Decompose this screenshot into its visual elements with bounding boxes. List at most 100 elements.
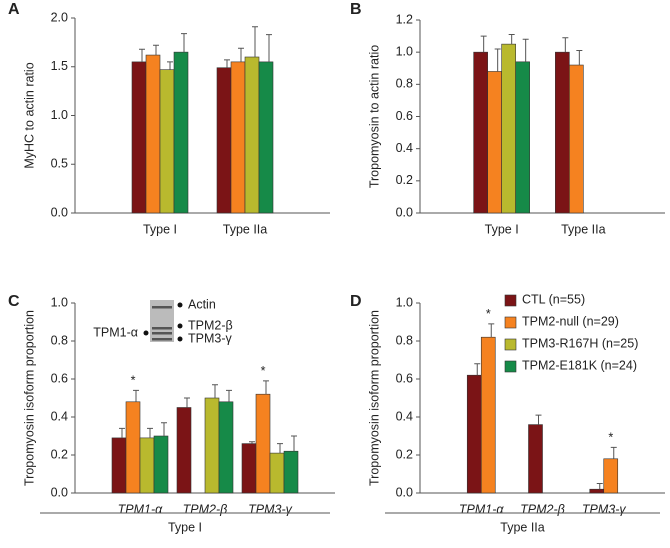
error-bar [252, 26, 258, 57]
inset-label: TPM3-γ [188, 331, 233, 345]
y-tick-label: 1.5 [51, 59, 68, 73]
error-bar [291, 435, 297, 452]
error-bar [596, 483, 603, 490]
legend-swatch [504, 360, 517, 373]
y-tick-label: 0.5 [51, 157, 68, 171]
error-bar [181, 33, 187, 53]
bar [244, 56, 260, 214]
bar [131, 61, 147, 214]
y-tick-label: 0.4 [51, 409, 68, 423]
error-bar [508, 33, 515, 45]
error-bar [263, 380, 269, 395]
bar [487, 71, 502, 214]
gel-band [152, 332, 172, 335]
y-tick-label: 0.8 [51, 333, 68, 347]
error-bar [494, 48, 501, 72]
y-tick-label: 2.0 [51, 10, 68, 24]
bar [269, 452, 285, 494]
bar [218, 401, 234, 494]
legend-swatch [504, 316, 517, 329]
error-bar [480, 35, 487, 53]
legend-label: CTL (n=55) [522, 292, 585, 306]
bar [283, 450, 299, 494]
x-tick-label: Type IIa [223, 222, 268, 236]
legend-label: TPM2-null (n=29) [522, 314, 619, 328]
y-tick-label: 0.2 [396, 447, 413, 461]
y-tick-label: 0.0 [51, 205, 68, 219]
error-bar [576, 50, 583, 66]
bar [159, 69, 175, 214]
bar [515, 61, 530, 214]
bar [241, 443, 257, 494]
inset-label: Actin [188, 297, 216, 311]
y-tick-label: 0.6 [396, 109, 413, 123]
error-bar [139, 48, 145, 62]
legend-swatch [504, 294, 517, 307]
bar [569, 64, 584, 214]
bar [173, 51, 189, 214]
y-axis-title: Tropomyosin isoform proportion [367, 310, 381, 486]
bar [139, 437, 155, 494]
x-tick-label: TPM1-α [459, 502, 505, 516]
y-tick-label: 1.0 [396, 44, 413, 58]
x-tick-label: Type IIa [561, 222, 606, 236]
y-tick-label: 0.8 [396, 333, 413, 347]
bar [255, 393, 271, 494]
bar [216, 67, 232, 214]
y-tick-label: 1.0 [51, 108, 68, 122]
error-bar [474, 363, 481, 376]
legend-swatch [504, 338, 517, 351]
error-bar [212, 384, 218, 398]
inset-label: TPM2-β [188, 318, 233, 332]
x-tick-label: TPM1-α [118, 502, 164, 516]
y-tick-label: 1.2 [396, 12, 413, 26]
error-bar [133, 389, 139, 402]
error-bar [562, 37, 569, 53]
bar [466, 374, 482, 494]
y-tick-label: 0.0 [51, 485, 68, 499]
gel-band [152, 338, 172, 341]
y-tick-label: 0.0 [396, 485, 413, 499]
bar [480, 336, 496, 494]
bar [230, 61, 246, 214]
error-bar [488, 323, 495, 338]
error-bar [184, 397, 190, 408]
gel-dot [177, 323, 183, 329]
bar [589, 488, 605, 494]
panel-label: A [8, 1, 20, 18]
error-bar [610, 446, 617, 459]
error-bar [224, 59, 230, 68]
bar [153, 435, 169, 494]
significance-mark: * [608, 431, 613, 445]
group-label: Type IIa [500, 520, 545, 534]
x-tick-label: TPM2-β [520, 502, 565, 516]
significance-mark: * [486, 307, 491, 321]
gel-dot [143, 330, 149, 336]
x-tick-label: Type I [143, 222, 177, 236]
error-bar [535, 414, 542, 425]
y-tick-label: 0.8 [396, 77, 413, 91]
bar [111, 437, 127, 494]
error-bar [249, 441, 255, 444]
bar [555, 51, 570, 214]
inset-label: TPM1-α [93, 325, 138, 339]
error-bar [167, 61, 173, 70]
error-bar [266, 34, 272, 62]
panel-label: C [8, 293, 20, 310]
bar [125, 401, 141, 494]
error-bar [147, 427, 153, 438]
bar [603, 458, 619, 494]
y-tick-label: 0.4 [396, 409, 413, 423]
significance-mark: * [131, 374, 136, 388]
bar [204, 397, 220, 494]
gel-band [152, 327, 172, 330]
group-label: Type I [168, 520, 202, 534]
x-tick-label: TPM2-β [183, 502, 228, 516]
y-tick-label: 0.4 [396, 141, 413, 155]
y-tick-label: 0.2 [51, 447, 68, 461]
legend-label: TPM2-E181K (n=24) [522, 358, 637, 372]
panel-label: B [350, 1, 362, 18]
bar [528, 424, 543, 494]
error-bar [238, 47, 244, 62]
